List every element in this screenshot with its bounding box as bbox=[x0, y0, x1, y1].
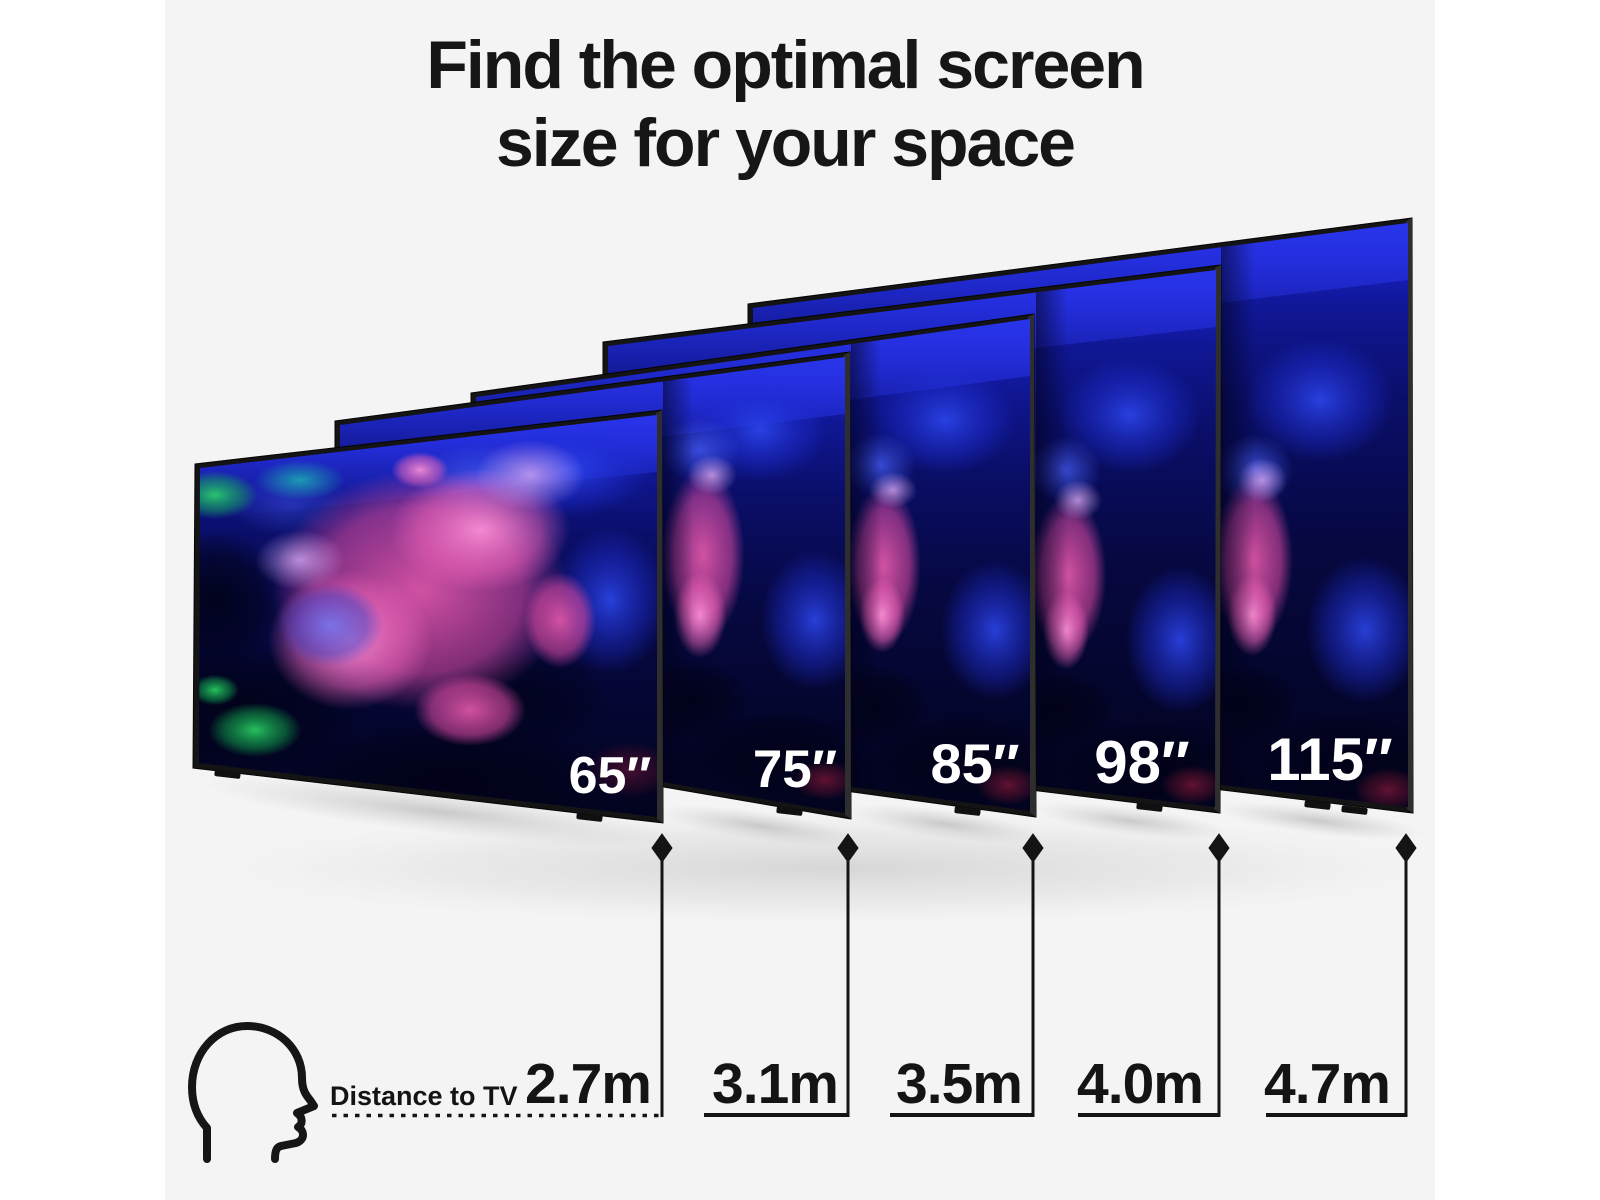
tv-98-foot bbox=[1136, 802, 1163, 812]
distance-value: 3.1m bbox=[712, 1052, 839, 1116]
floor-shadow-tv2 bbox=[656, 805, 864, 847]
tv-115-foot bbox=[1341, 805, 1368, 815]
page-title-line2: size for your space bbox=[495, 105, 1076, 181]
tv-65-side-edge bbox=[656, 410, 663, 823]
distance-value: 4.0m bbox=[1077, 1052, 1204, 1116]
tv-75-size-label: 75″ bbox=[753, 740, 837, 799]
floor-shadow-tv4 bbox=[1030, 802, 1230, 840]
distance-markers bbox=[332, 833, 1417, 1118]
tv-98-size-label: 98″ bbox=[1094, 729, 1189, 796]
tv-65-foot bbox=[576, 812, 603, 822]
distance-to-tv-label: Distance to TV bbox=[330, 1081, 518, 1111]
distance-value: 4.7m bbox=[1264, 1052, 1391, 1116]
head-profile-icon bbox=[188, 1022, 318, 1163]
page-title-line1: Find the optimal screen bbox=[426, 27, 1145, 103]
distance-value: 3.5m bbox=[896, 1052, 1023, 1116]
tv-75-foot bbox=[776, 806, 803, 816]
tv-75-side-edge bbox=[844, 352, 851, 819]
floor-shadow-tv1 bbox=[201, 776, 679, 848]
tv-65-foot bbox=[214, 769, 241, 779]
tv-65-screen bbox=[199, 415, 657, 817]
tv-65-size-label: 65″ bbox=[569, 747, 652, 805]
floor-shadow-tv5 bbox=[1215, 802, 1425, 840]
floor-shadow-tv3 bbox=[845, 804, 1045, 844]
tv-65-inch: 65″ bbox=[192, 409, 664, 824]
tv-115-size-label: 115″ bbox=[1267, 726, 1393, 793]
tv-115-foot bbox=[1304, 800, 1331, 810]
distance-value: 2.7m bbox=[525, 1052, 652, 1116]
tv-85-foot bbox=[954, 806, 981, 816]
page-title: Find the optimal screen size for your sp… bbox=[165, 26, 1405, 182]
tv-85-size-label: 85″ bbox=[930, 732, 1019, 795]
